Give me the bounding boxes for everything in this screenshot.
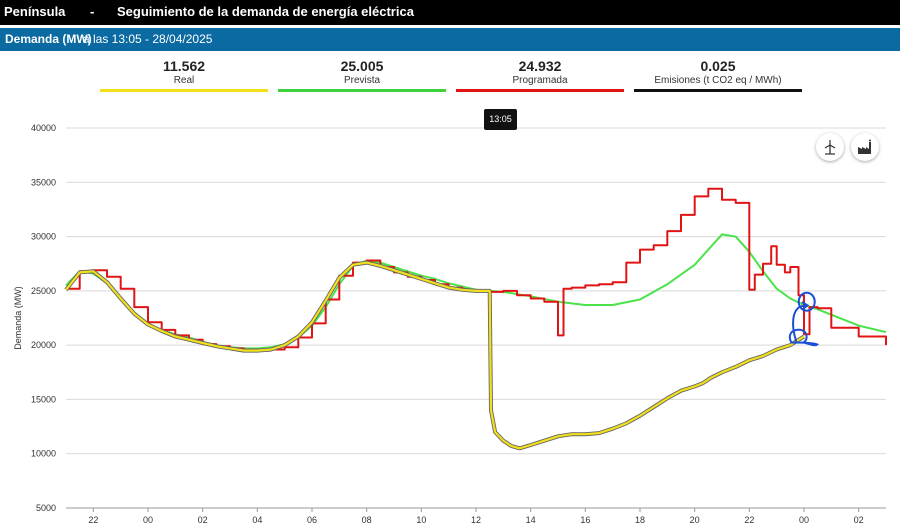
region-title: Península: [4, 4, 66, 19]
y-tick-label: 35000: [31, 177, 56, 187]
x-tick-label: 00: [143, 515, 153, 525]
demand-label: Demanda (MW): [5, 32, 92, 46]
demand-header-bar: Demanda (MW) a las 13:05 - 28/04/2025: [0, 28, 900, 51]
stat-prevista-color-bar: [278, 89, 446, 92]
x-tick-label: 06: [307, 515, 317, 525]
y-tick-label: 30000: [31, 232, 56, 242]
stat-emisiones-color-bar: [634, 89, 802, 92]
wind-turbine-icon: [824, 140, 836, 155]
time-tooltip: 13:05: [484, 109, 517, 130]
x-axis-ticks: 22 00 02 04 06 08 10 12 14 16 18 20 22 00 02: [88, 508, 864, 525]
chart-series: [64, 187, 887, 451]
stat-prevista-label: Prevista: [343, 75, 381, 86]
series-real[interactable]: [65, 261, 805, 450]
annotation-hook: [792, 301, 810, 344]
x-tick-label: 12: [471, 515, 481, 525]
x-tick-label: 18: [635, 515, 645, 525]
stat-real-label: Real: [173, 75, 195, 86]
annotation-circle: [797, 291, 816, 312]
x-tick-label: 04: [252, 515, 262, 525]
factory-button[interactable]: [851, 133, 879, 161]
x-tick-label: 22: [744, 515, 754, 525]
stat-programada-color-bar: [456, 89, 624, 92]
stat-programada-label: Programada: [512, 75, 568, 86]
stat-prevista-value: 25.005: [340, 58, 384, 74]
top-bar: Península - Seguimiento de la demanda de…: [0, 0, 900, 25]
series-programada[interactable]: [66, 187, 887, 352]
y-tick-label: 25000: [31, 286, 56, 296]
stat-real-value: 11.562: [162, 58, 206, 74]
y-axis-ticks: 40000 35000 30000 25000 20000 15000 10000 5000: [31, 123, 56, 513]
demand-timestamp: a las 13:05 - 28/04/2025: [83, 32, 213, 46]
stat-real-color-bar: [100, 89, 268, 92]
y-tick-label: 15000: [31, 394, 56, 404]
page-subtitle: Seguimiento de la demanda de energía elé…: [117, 4, 414, 19]
x-tick-label: 20: [690, 515, 700, 525]
y-axis-label: Demanda (MW): [13, 286, 23, 350]
x-tick-label: 00: [799, 515, 809, 525]
annotation-loop: [788, 328, 819, 347]
stat-emisiones-value: 0.025: [700, 58, 736, 74]
stat-emisiones-label: Emisiones (t CO2 eq / MWh): [654, 75, 782, 86]
x-tick-label: 16: [580, 515, 590, 525]
y-tick-label: 5000: [36, 503, 56, 513]
title-separator: -: [90, 4, 95, 19]
x-tick-label: 14: [526, 515, 536, 525]
wind-turbine-button[interactable]: [816, 133, 844, 161]
x-tick-label: 08: [362, 515, 372, 525]
stat-prevista[interactable]: 25.005 Prevista: [278, 58, 446, 92]
y-tick-label: 20000: [31, 340, 56, 350]
factory-icon: [858, 139, 871, 154]
x-tick-label: 10: [416, 515, 426, 525]
chart-annotations: [788, 291, 819, 347]
y-tick-label: 40000: [31, 123, 56, 133]
y-tick-label: 10000: [31, 449, 56, 459]
chart-grid: [66, 127, 886, 509]
stat-programada-value: 24.932: [518, 58, 562, 74]
x-tick-label: 02: [854, 515, 864, 525]
x-tick-label: 22: [88, 515, 98, 525]
x-tick-label: 02: [198, 515, 208, 525]
stat-real[interactable]: 11.562 Real: [100, 58, 268, 92]
stat-emisiones[interactable]: 0.025 Emisiones (t CO2 eq / MWh): [634, 58, 802, 92]
stat-programada[interactable]: 24.932 Programada: [456, 58, 624, 92]
